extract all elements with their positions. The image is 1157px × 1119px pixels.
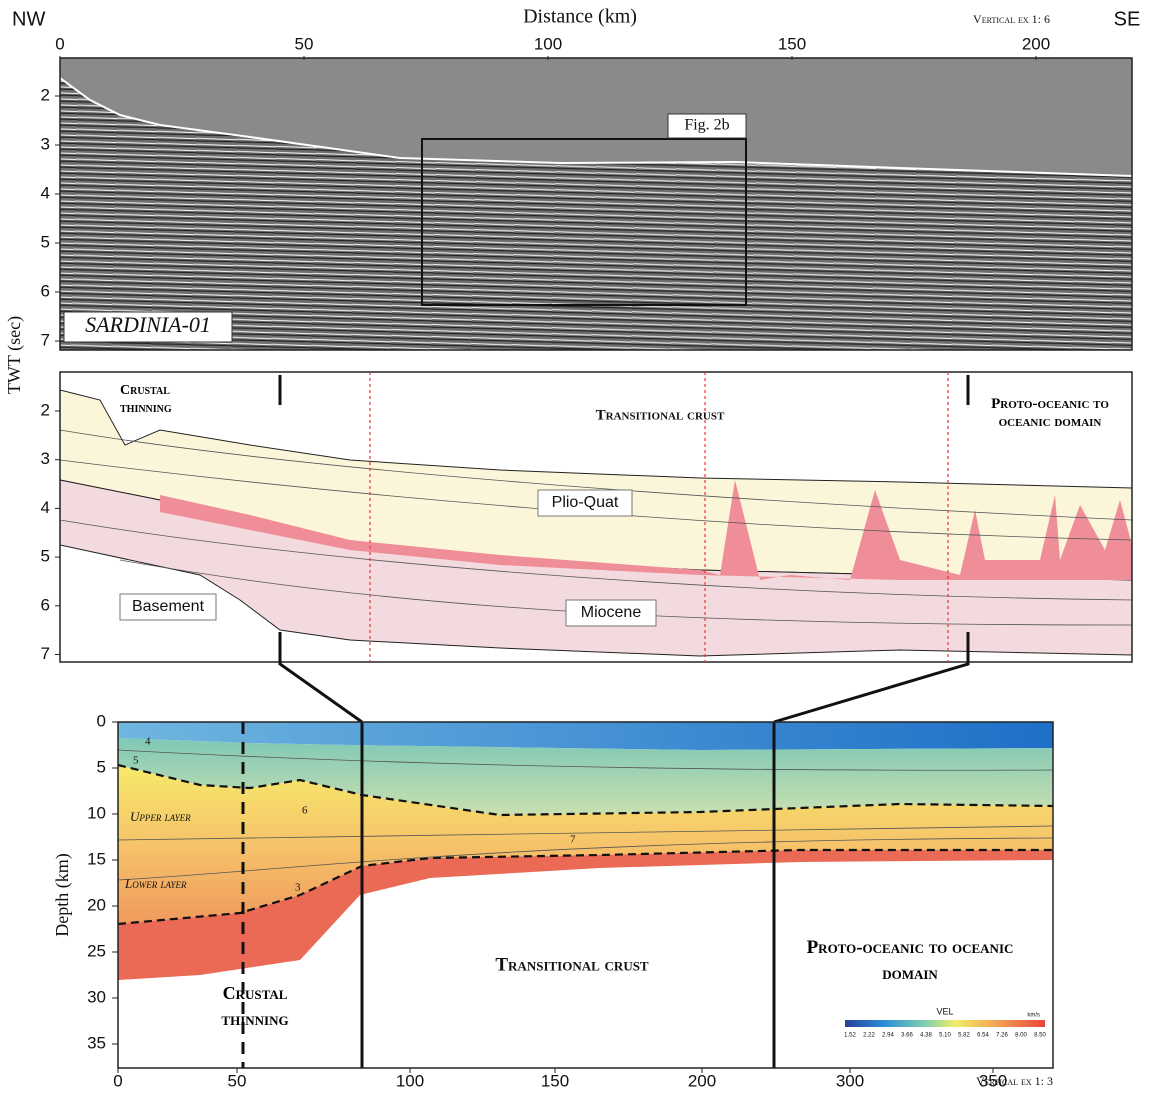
- colorbar-tick-label: 2.94: [882, 1033, 894, 1039]
- colorbar-tick-label: 6.54: [977, 1033, 989, 1039]
- line-name-box: [63, 311, 233, 343]
- y-tick-label: 20: [87, 895, 106, 914]
- x-tick-label: 150: [778, 34, 806, 53]
- sediment-layer: [118, 738, 1053, 815]
- y-tick-label: 6: [41, 281, 50, 300]
- x-tick-label: 100: [534, 34, 562, 53]
- unit-label: Miocene: [581, 604, 642, 621]
- domain-label: Transitional crust: [495, 954, 649, 975]
- contour-label: 5: [133, 755, 139, 767]
- contour-label: 7: [570, 834, 576, 846]
- x-tick-label: 350: [979, 1071, 1007, 1090]
- y-tick-label: 4: [41, 183, 50, 202]
- x-tick-label: 300: [836, 1071, 864, 1090]
- y-tick-label: 7: [41, 644, 50, 663]
- y-axis-label: TWT (sec): [4, 316, 25, 394]
- y-tick-label: 10: [87, 803, 106, 822]
- y-tick-label: 5: [41, 547, 50, 566]
- y-tick-label: 4: [41, 498, 50, 517]
- colorbar-tick-label: 2.22: [863, 1033, 875, 1039]
- y-tick-label: 35: [87, 1033, 106, 1052]
- y-tick-label: 6: [41, 595, 50, 614]
- unit-label: Basement: [132, 598, 205, 615]
- domain-label-box: Crustal thinning: [221, 983, 289, 1029]
- contour-label: 3: [295, 882, 301, 894]
- x-tick-label: 50: [228, 1071, 247, 1090]
- colorbar-tick-label: 8.00: [1015, 1033, 1027, 1039]
- unit-label-box: [565, 599, 657, 627]
- distance-label: Distance (km): [523, 6, 637, 28]
- x-tick-label: 50: [295, 34, 314, 53]
- x-tick-label: 100: [396, 1071, 424, 1090]
- seafloor-reflector: [59, 77, 1133, 177]
- y-axis-label: Depth (km): [52, 853, 73, 936]
- domain-label: Crustal thinning: [120, 383, 172, 416]
- x-tick-label: 0: [113, 1071, 122, 1090]
- domain-label: Proto-oceanic to oceanic domain: [806, 937, 1014, 984]
- colorbar: [845, 1020, 1045, 1027]
- y-tick-label: 3: [41, 449, 50, 468]
- y-tick-label: 2: [41, 85, 50, 104]
- y-tick-label: 15: [87, 849, 106, 868]
- seismic-reflections: [60, 78, 1132, 350]
- connector-lines: [278, 632, 970, 724]
- y-tick-label: 3: [41, 134, 50, 153]
- colorbar-tick-label: 4.38: [920, 1033, 932, 1039]
- colorbar-tick-label: 8.50: [1034, 1033, 1046, 1039]
- colorbar-tick-label: 5.10: [939, 1033, 951, 1039]
- colorbar-tick-label: 1.52: [844, 1033, 856, 1039]
- seismic-frame: [59, 57, 1133, 351]
- domain-label-box: Proto-oceanic to oceanic domain: [991, 396, 1109, 430]
- crust-layer: [118, 765, 1053, 924]
- vertical-exaggeration: Vertical ex 1: 3: [976, 1074, 1053, 1088]
- layer-label: Lower layer: [124, 876, 187, 891]
- domain-boundaries: [369, 372, 949, 662]
- y-tick-label: 5: [41, 232, 50, 251]
- domain-label-box: Proto-oceanic to oceanic domain: [806, 937, 1014, 984]
- y-tick-label: 2: [41, 400, 50, 419]
- y-tick-label: 0: [97, 711, 106, 730]
- domain-label: Crustal thinning: [221, 983, 289, 1029]
- domain-label: Proto-oceanic to oceanic domain: [991, 396, 1109, 430]
- depth-frame: [117, 721, 1054, 1069]
- water-layer: [118, 722, 1053, 750]
- x-tick-label: 200: [688, 1071, 716, 1090]
- y-tick-label: 7: [41, 330, 50, 349]
- line-name: SARDINIA-01: [85, 312, 211, 337]
- mantle-layer: [118, 850, 1053, 980]
- colorbar-unit: km/s: [1027, 1013, 1040, 1019]
- domain-label-box: Crustal thinning: [120, 383, 172, 416]
- colorbar-tick-label: 7.26: [996, 1033, 1008, 1039]
- se-label: SE: [1114, 8, 1141, 30]
- domain-label: Transitional crust: [596, 407, 725, 423]
- fig-2b-label-box: [667, 113, 747, 139]
- x-tick-label: 0: [55, 34, 64, 53]
- colorbar-tick-label: 3.66: [901, 1033, 913, 1039]
- y-tick-label: 25: [87, 941, 106, 960]
- contour-label: 4: [145, 736, 151, 748]
- unit-label: Plio-Quat: [552, 494, 619, 511]
- unit-label-box: [119, 593, 217, 621]
- contour-label: 6: [302, 805, 308, 817]
- colorbar-tick-label: 5.82: [958, 1033, 970, 1039]
- fig-2b-label: Fig. 2b: [684, 117, 729, 134]
- unit-label-box: [537, 489, 633, 517]
- layer-label: Upper layer: [130, 809, 191, 824]
- colorbar-title: VEL: [936, 1006, 953, 1016]
- messinian-salt: [160, 480, 1132, 580]
- fig-2b-box: [421, 138, 747, 306]
- y-tick-label: 5: [97, 757, 106, 776]
- interpretation-frame: [59, 371, 1133, 663]
- nw-label: NW: [12, 8, 45, 30]
- vertical-exaggeration: Vertical ex 1: 6: [973, 12, 1050, 26]
- x-tick-label: 150: [541, 1071, 569, 1090]
- x-tick-label: 200: [1022, 34, 1050, 53]
- y-tick-label: 30: [87, 987, 106, 1006]
